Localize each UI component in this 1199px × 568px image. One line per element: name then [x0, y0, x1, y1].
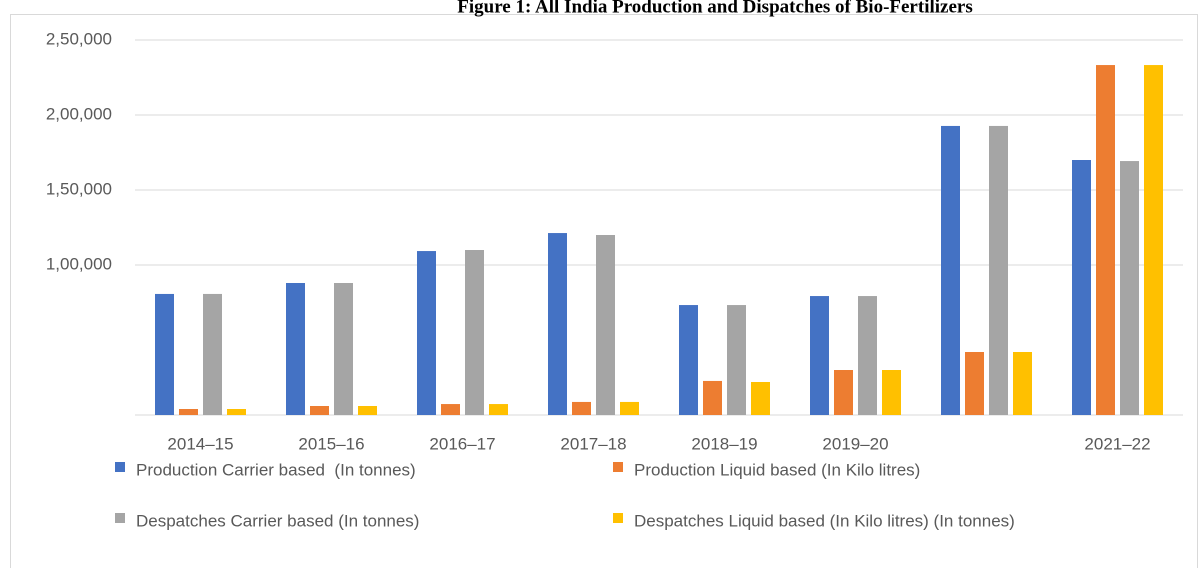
- bar: [358, 406, 377, 415]
- bar: [751, 382, 770, 415]
- y-tick-label: 2,50,000: [46, 29, 112, 48]
- bar: [989, 125, 1008, 415]
- bar: [810, 296, 829, 415]
- x-tick-label: 2021–22: [1084, 434, 1150, 453]
- y-tick-label: 1,50,000: [46, 179, 112, 198]
- bar: [334, 283, 353, 415]
- bar: [286, 283, 305, 415]
- bar: [834, 370, 853, 415]
- bar: [620, 401, 639, 415]
- legend-label: Production Liquid based (In Kilo litres): [634, 460, 920, 479]
- bar: [858, 296, 877, 415]
- bar: [1013, 352, 1032, 415]
- bar: [965, 352, 984, 415]
- x-tick-label: 2014–15: [167, 434, 233, 453]
- bar: [679, 305, 698, 415]
- x-tick-label: 2016–17: [429, 434, 495, 453]
- legend-swatch: [115, 513, 125, 523]
- bar: [596, 235, 615, 415]
- chart-border: [10, 14, 1198, 568]
- bar: [727, 305, 746, 415]
- bar: [441, 404, 460, 415]
- legend-swatch: [115, 462, 125, 472]
- y-tick-label: 1,00,000: [46, 254, 112, 273]
- bar: [155, 293, 174, 415]
- x-tick-label: 2018–19: [691, 434, 757, 453]
- bar: [1096, 65, 1115, 416]
- bar: [489, 404, 508, 415]
- legend-label: Production Carrier based (In tonnes): [136, 460, 416, 479]
- legend-swatch: [613, 462, 623, 472]
- bar: [882, 370, 901, 415]
- bar: [572, 401, 591, 415]
- legend-label: Despatches Carrier based (In tonnes): [136, 511, 419, 530]
- bar: [941, 125, 960, 415]
- chart-title: Figure 1: All India Production and Dispa…: [457, 0, 972, 17]
- bar: [703, 380, 722, 415]
- bar: [227, 409, 246, 415]
- bar: [1144, 65, 1163, 416]
- bar: [179, 409, 198, 415]
- bar: [310, 406, 329, 415]
- x-tick-label: 2017–18: [560, 434, 626, 453]
- bar: [465, 250, 484, 415]
- bar: [203, 293, 222, 415]
- legend-swatch: [613, 513, 623, 523]
- bar: [417, 251, 436, 415]
- x-tick-label: 2015–16: [298, 434, 364, 453]
- bar: [1072, 160, 1091, 415]
- legend-label: Despatches Liquid based (In Kilo litres)…: [634, 511, 1015, 530]
- bar: [548, 233, 567, 415]
- y-tick-label: 2,00,000: [46, 104, 112, 123]
- bar: [1120, 161, 1139, 415]
- x-tick-label: 2019–20: [822, 434, 888, 453]
